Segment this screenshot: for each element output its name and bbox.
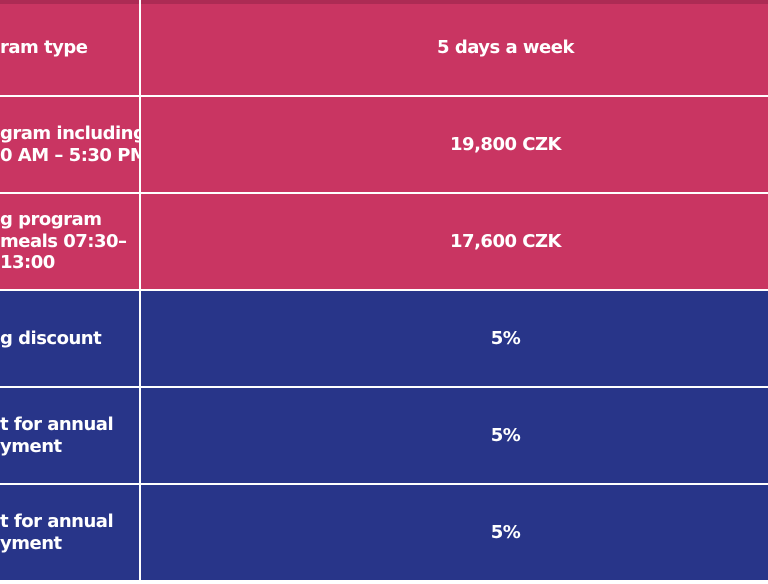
row-value: 5% xyxy=(490,328,521,349)
row-label: t for annual yment xyxy=(0,413,114,458)
table-row: t for annual yment 5% xyxy=(0,485,768,580)
row-value: 17,600 CZK xyxy=(450,231,561,252)
row-label: g program meals 07:30– 13:00 xyxy=(0,209,127,275)
row-value: 5 days a week xyxy=(437,37,574,58)
row-value-cell: 19,800 CZK xyxy=(141,97,768,192)
table-row: g program meals 07:30– 13:00 17,600 CZK xyxy=(0,194,768,291)
row-label: g discount xyxy=(0,327,102,350)
row-label-cell: t for annual yment xyxy=(0,388,141,483)
row-label-cell: g program meals 07:30– 13:00 xyxy=(0,194,141,289)
row-label-line: gram including xyxy=(0,122,141,144)
row-label: gram including 0 AM – 5:30 PM xyxy=(0,122,141,167)
row-label-line: t for annual xyxy=(0,413,114,435)
row-label-line: yment xyxy=(0,435,62,457)
row-label-line: 0 AM – 5:30 PM xyxy=(0,144,141,166)
row-label-line: yment xyxy=(0,532,62,554)
row-label-cell: ram type xyxy=(0,0,141,95)
row-value-cell: 5 days a week xyxy=(141,0,768,95)
table-row: t for annual yment 5% xyxy=(0,388,768,485)
row-label-line: g discount xyxy=(0,327,102,349)
row-label-line: t for annual xyxy=(0,510,114,532)
row-value-cell: 5% xyxy=(141,485,768,580)
row-label-line: g program xyxy=(0,208,102,230)
table-row: gram including 0 AM – 5:30 PM 19,800 CZK xyxy=(0,97,768,194)
row-value: 19,800 CZK xyxy=(450,134,561,155)
row-label-line: 13:00 xyxy=(0,252,55,274)
row-value: 5% xyxy=(490,425,521,446)
row-label-line: meals 07:30– xyxy=(0,230,127,252)
row-label-line: ram type xyxy=(0,36,88,58)
row-value-cell: 5% xyxy=(141,388,768,483)
row-value-cell: 17,600 CZK xyxy=(141,194,768,289)
table-row: g discount 5% xyxy=(0,291,768,388)
row-label: t for annual yment xyxy=(0,510,114,555)
row-label: ram type xyxy=(0,36,88,59)
row-label-cell: g discount xyxy=(0,291,141,386)
row-label-cell: t for annual yment xyxy=(0,485,141,580)
row-value: 5% xyxy=(490,522,521,543)
row-value-cell: 5% xyxy=(141,291,768,386)
table-row: ram type 5 days a week xyxy=(0,0,768,97)
row-label-cell: gram including 0 AM – 5:30 PM xyxy=(0,97,141,192)
